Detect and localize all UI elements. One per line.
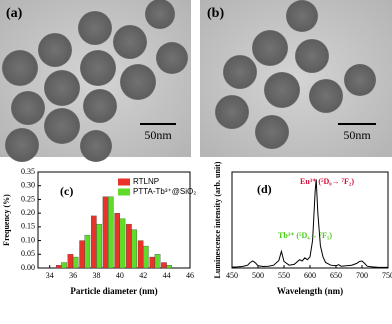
bar [161,262,167,269]
tem-image-a: 50nm (a) [0,0,191,162]
x-tick-label: 600 [304,271,316,280]
bar [154,254,161,269]
y-tick-label: 0.10 [21,235,35,244]
x-tick-label: 500 [252,271,264,280]
panel-label: (d) [257,182,272,196]
legend-swatch [118,178,130,186]
legend-swatch [118,188,130,196]
bar [55,265,62,269]
bar [79,240,85,269]
x-tick-label: 700 [356,271,368,280]
bar [166,265,173,269]
x-tick-label: 550 [278,271,290,280]
spectrum-line [231,179,388,268]
annotation: Tb³⁺ (⁵D₄→ ⁷F₅) [278,231,332,240]
x-tick-label: 36 [69,271,77,280]
y-tick-label: 0.25 [21,194,35,203]
bar [67,254,74,269]
plot-frame [37,171,191,269]
bar [84,234,91,269]
bar [149,256,156,269]
bar [114,212,120,269]
y-tick-label: 0.05 [21,249,35,258]
x-tick-label: 46 [186,271,194,280]
y-tick-label: 0.35 [21,167,35,176]
bar [131,229,137,269]
bar [137,240,144,269]
x-tick-label: 34 [46,271,54,280]
plot-frame [231,171,389,269]
tem-image-b: 50nm (b) [200,0,392,157]
legend-label: PTTA-Tb³⁺@SiO₂ [133,187,196,196]
y-tick-label: 0.20 [21,208,35,217]
bar [61,262,67,269]
scale-bar-label: 50nm [343,128,371,142]
bar [126,223,132,269]
bar [143,245,149,269]
y-axis-label: Frequency (%) [2,194,11,246]
bar [91,215,97,269]
scale-bar-label: 50nm [144,128,172,142]
x-tick-label: 42 [139,271,147,280]
x-axis-label: Wavelength (nm) [277,286,343,296]
bar [102,196,109,269]
y-tick-label: 0.30 [21,181,35,190]
x-tick-label: 750 [382,271,392,280]
bar [96,223,102,269]
bar [108,196,114,269]
y-axis-label: Luminescence intensity (arb. unit) [213,161,222,278]
x-tick-label: 40 [116,271,124,280]
bar [119,218,126,269]
y-tick-label: 0.00 [21,263,35,272]
x-tick-label: 44 [163,271,171,280]
panel-label: (c) [60,184,73,198]
panel-label: (b) [207,6,224,21]
legend-label: RTLNP [133,177,159,186]
panel-label: (a) [6,6,23,21]
x-tick-label: 450 [226,271,238,280]
x-tick-label: 38 [92,271,100,280]
annotation: Eu³⁺ (⁵D₀→ ⁷F₂) [300,177,354,186]
bar [72,256,79,269]
y-tick-label: 0.15 [21,222,35,231]
x-axis-label: Particle diameter (nm) [70,286,157,296]
x-tick-label: 650 [330,271,342,280]
